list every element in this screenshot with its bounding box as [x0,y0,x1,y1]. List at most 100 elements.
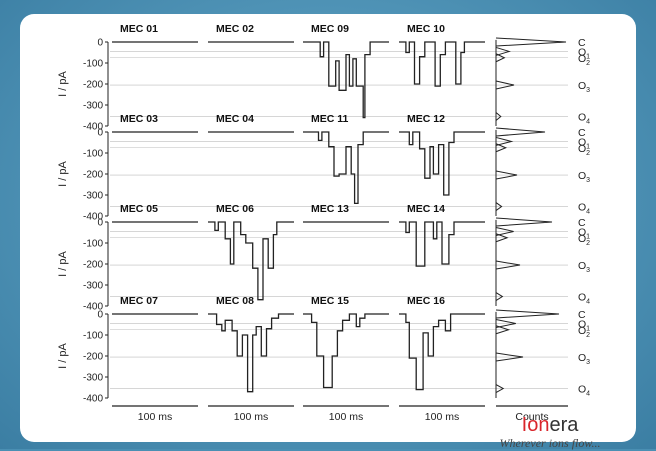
state-label: O4 [578,384,590,398]
histogram-peak [495,80,515,90]
state-label-subscript: 1 [586,53,590,60]
state-label-letter: O [578,233,586,245]
y-tick-label: -400 [83,122,103,133]
y-tick-label: -100 [83,149,103,160]
histogram-peak [495,260,521,270]
current-trace [208,221,294,301]
state-label-letter: O [578,202,586,214]
y-tick-label: -300 [83,373,103,384]
current-trace [303,131,389,205]
trace-label: MEC 01 [120,23,158,35]
trace-label: MEC 03 [120,113,158,125]
state-label-letter: O [578,143,586,155]
state-label: O4 [578,112,590,126]
histogram-peak [495,226,514,236]
brand-name: Ionera [450,414,650,436]
trace-label: MEC 12 [407,113,445,125]
state-label-subscript: 3 [586,87,590,94]
trace-label: MEC 13 [311,203,349,215]
y-tick-label: -100 [83,331,103,342]
brand-logo: Ionera Wherever ions flow... [450,414,650,451]
current-trace [399,313,485,391]
state-label-letter: O [578,325,586,337]
y-tick-label: -200 [83,352,103,363]
histogram-peak [495,46,511,56]
y-tick-label: -300 [83,191,103,202]
state-label: O2 [578,53,590,67]
histogram-peak [495,170,518,180]
y-axis-label: I / pA [57,343,69,369]
trace-label: MEC 14 [407,203,445,215]
histogram-peak [495,325,511,335]
histogram-peak [495,318,516,328]
histogram-peak [495,292,504,301]
state-label-letter: O [578,80,586,92]
trace-label: MEC 09 [311,23,349,35]
state-label: O2 [578,143,590,157]
state-label: C [578,37,586,49]
histogram-peak [495,53,506,63]
current-trace [303,313,389,389]
histogram-peak [495,309,560,319]
time-scale-label: 100 ms [138,411,172,423]
state-label-subscript: 4 [586,119,590,126]
state-label: O4 [578,202,590,216]
y-axis-label: I / pA [57,161,69,187]
state-label-letter: O [578,170,586,182]
current-trace [399,41,485,87]
state-label-letter: O [578,46,586,58]
y-tick-label: 0 [97,128,103,139]
state-label-subscript: 3 [586,267,590,274]
time-scale-label: 100 ms [425,411,459,423]
histogram-peak [495,127,546,137]
state-label: O2 [578,233,590,247]
state-label-subscript: 2 [586,150,590,157]
state-label-subscript: 2 [586,332,590,339]
y-tick-label: -200 [83,80,103,91]
state-label-subscript: 1 [586,143,590,150]
histogram-x-label: Counts [515,411,548,423]
state-label-subscript: 2 [586,240,590,247]
brand-name-prefix: Ion [521,414,550,436]
state-label: C [578,127,586,139]
y-axis-label: I / pA [57,251,69,277]
current-trace [208,313,294,393]
histogram-peak [495,202,503,211]
histogram-peak [495,37,567,47]
histogram-peak [495,112,502,121]
state-label: O3 [578,260,590,274]
figure-card: I / pA 0 -100 -200 -300 -400 MEC 01 MEC 02 MEC 0… [20,14,636,450]
state-label-subscript: 4 [586,209,590,216]
y-tick-label: 0 [97,310,103,321]
state-label: O4 [578,292,590,306]
state-label: O1 [578,318,590,332]
trace-label: MEC 10 [407,23,445,35]
state-label: O3 [578,170,590,184]
state-label-letter: O [578,384,586,396]
state-label-letter: O [578,352,586,364]
y-tick-label: -100 [83,239,103,250]
trace-label: MEC 11 [311,113,349,125]
histogram-peak [495,136,514,146]
state-label-letter: O [578,226,586,238]
trace-label: MEC 15 [311,295,349,307]
trace-label: MEC 02 [216,23,254,35]
brand-tagline: Wherever ions flow... [499,436,601,450]
current-trace [399,131,485,196]
histogram-peak [495,217,553,227]
state-label-subscript: 3 [586,177,590,184]
histogram-peak [495,143,508,153]
patch-clamp-figure: I / pA 0 -100 -200 -300 -400 MEC 01 MEC 02 MEC 0… [57,23,590,423]
y-tick-label: -200 [83,260,103,271]
histogram-peak [495,233,509,243]
state-label-letter: O [578,136,586,148]
trace-label: MEC 07 [120,295,158,307]
y-tick-label: -100 [83,59,103,70]
trace-label: MEC 05 [120,203,158,215]
y-tick-label: -400 [83,212,103,223]
time-scale-label: 100 ms [329,411,363,423]
state-label: O1 [578,46,590,60]
y-tick-label: -300 [83,101,103,112]
state-label-letter: O [578,318,586,330]
